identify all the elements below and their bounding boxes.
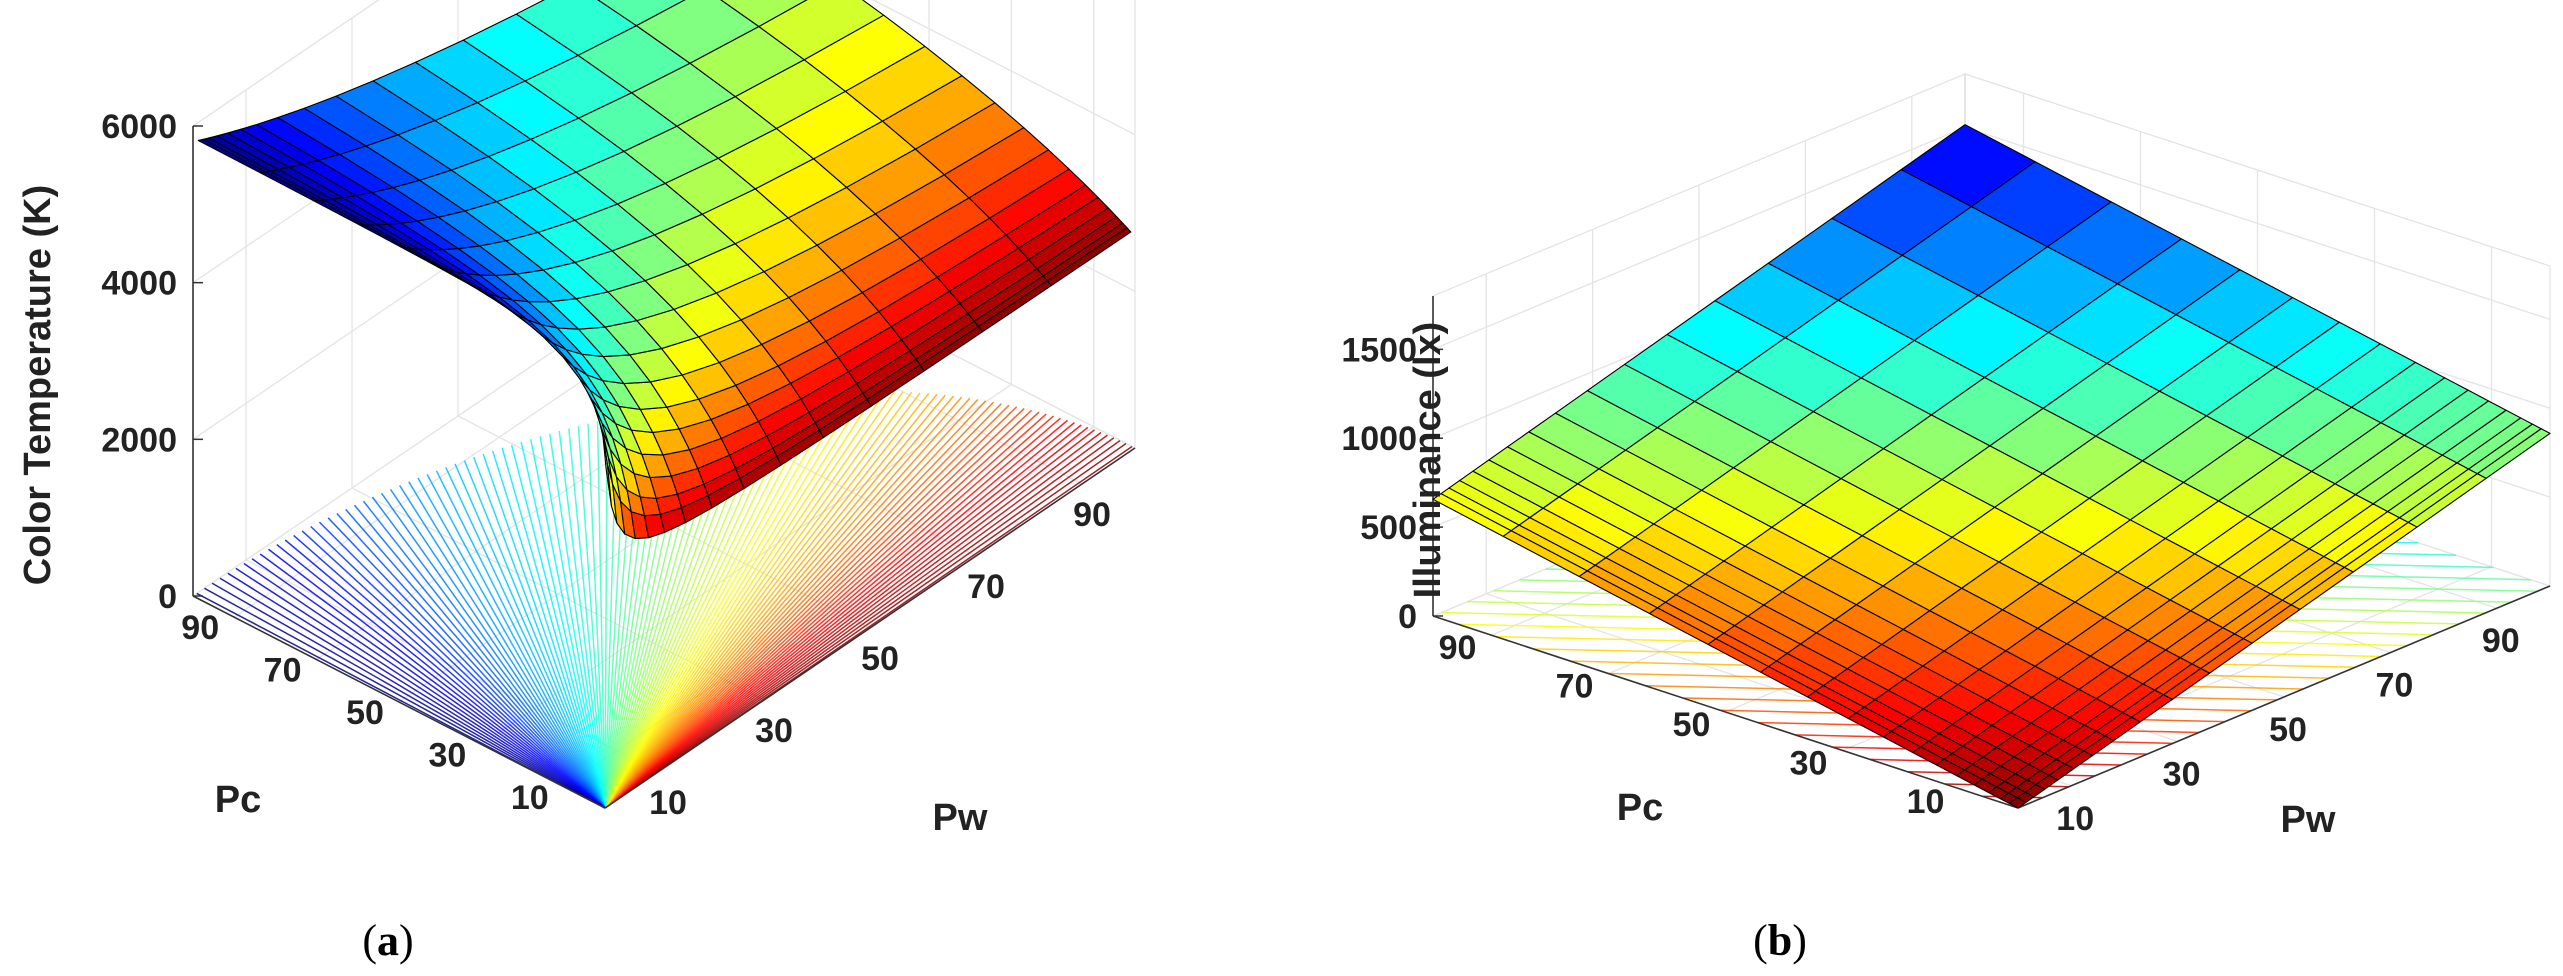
pw-tick-label: 50 (861, 640, 899, 678)
pw-tick-label: 30 (755, 712, 793, 750)
pw-tick-label: 90 (2482, 622, 2520, 660)
pc-tick-label: 90 (1439, 629, 1477, 667)
pw-tick-label: 50 (2269, 711, 2307, 749)
pc-tick-label: 10 (1907, 783, 1945, 821)
pw-tick-label: 90 (1073, 496, 1111, 534)
surface-patch (758, 0, 885, 61)
pc-tick-label: 50 (1673, 706, 1711, 744)
pc-axis-label: Pc (215, 779, 261, 821)
z-tick-label: 4000 (101, 265, 177, 303)
axis-lines (192, 126, 1136, 809)
z-tick-label: 0 (1398, 598, 1417, 636)
pw-tick-label: 70 (2375, 667, 2413, 705)
z-axis-label: Illuminance (lx) (1407, 322, 1449, 599)
floor-contours (196, 389, 1133, 809)
panel-b-illuminance: 0 500 1000 1500 10 30 50 70 90 10 30 50 70 90 Illumina… (1341, 73, 2551, 841)
pc-axis-label: Pc (1617, 787, 1663, 829)
pc-tick-label: 90 (181, 609, 219, 647)
surface-patch (635, 0, 760, 64)
panel-a-color-temperature: 0 2000 4000 6000 10 30 50 70 90 10 30 50 70 90 Color T… (17, 0, 1136, 839)
surface-patch (720, 0, 808, 28)
pw-axis-label: Pw (2281, 799, 2336, 841)
z-tick-label: 2000 (101, 421, 177, 459)
pw-tick-label: 10 (2056, 800, 2094, 838)
pc-tick-label: 70 (264, 652, 302, 690)
pc-tick-label: 30 (428, 736, 466, 774)
z-axis-label: Color Temperature (K) (17, 185, 59, 585)
surface-patch (2008, 797, 2027, 809)
surface (197, 0, 1132, 540)
caption-a: (a) (362, 916, 413, 965)
z-tick-label: 6000 (101, 108, 177, 146)
pc-tick-label: 50 (346, 694, 384, 732)
z-tick-label: 0 (158, 578, 177, 616)
surface (1432, 124, 2551, 809)
pc-tick-label: 70 (1556, 668, 1594, 706)
pw-tick-label: 70 (967, 568, 1005, 606)
pw-tick-label: 10 (649, 784, 687, 822)
surface-patch (515, 0, 637, 56)
caption-b: (b) (1753, 916, 1807, 965)
pw-tick-label: 30 (2163, 755, 2201, 793)
z-tick-label: 500 (1360, 509, 1417, 547)
z-tick-label: 1500 (1341, 331, 1417, 369)
pw-axis-label: Pw (933, 797, 988, 839)
pc-tick-label: 10 (511, 779, 549, 817)
pc-tick-label: 30 (1790, 744, 1828, 782)
surface-patch (597, 0, 686, 27)
z-tick-label: 1000 (1341, 420, 1417, 458)
